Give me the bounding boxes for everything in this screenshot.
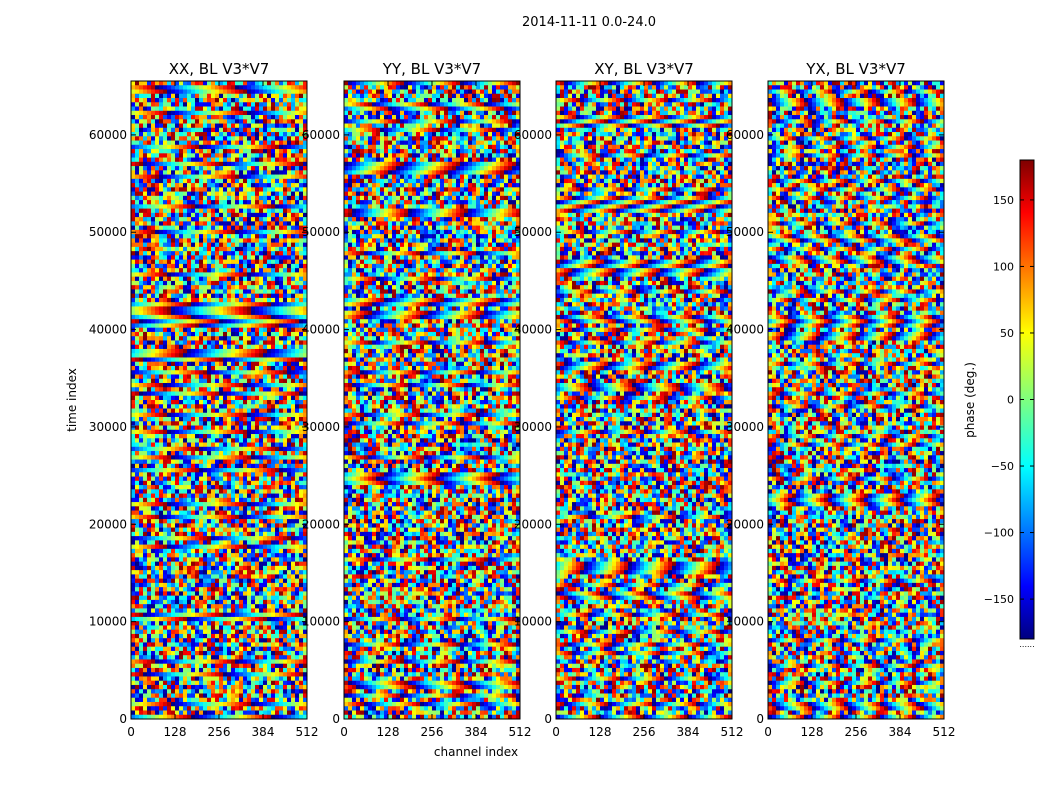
y-tick-label: 20000 <box>89 517 127 531</box>
y-tick-label: 40000 <box>302 323 340 337</box>
x-tick-label: 256 <box>421 725 444 739</box>
x-tick-label: 0 <box>764 725 772 739</box>
colorbar-label: phase (deg.) <box>963 362 977 438</box>
x-tick-label: 384 <box>677 725 700 739</box>
y-tick-label: 50000 <box>514 225 552 239</box>
y-tick-label: 10000 <box>89 615 127 629</box>
y-tick-label: 60000 <box>89 128 127 142</box>
x-tick-label: 384 <box>465 725 488 739</box>
x-tick-label: 512 <box>509 725 532 739</box>
panel-title: YY, BL V3*V7 <box>382 60 481 78</box>
x-tick-label: 256 <box>845 725 868 739</box>
y-tick-label: 60000 <box>726 128 764 142</box>
x-tick-label: 128 <box>801 725 824 739</box>
y-tick-label: 20000 <box>726 517 764 531</box>
colorbar-tick-label: −50 <box>991 460 1014 473</box>
figure-suptitle: 2014-11-11 0.0-24.0 <box>522 15 656 30</box>
panel-3: XY, BL V3*V7 0 128 256 384 512 0 10000 20000 3000… <box>514 60 744 739</box>
panel-2: YY, BL V3*V7 0 128 256 384 512 0 10000 20000 3000… <box>302 60 532 739</box>
x-tick-label: 512 <box>933 725 956 739</box>
x-tick-label: 256 <box>633 725 656 739</box>
y-tick-label: 40000 <box>726 323 764 337</box>
heatmap-texture <box>344 81 521 720</box>
x-tick-label: 0 <box>552 725 560 739</box>
heatmap-texture <box>768 81 945 720</box>
y-tick-label: 50000 <box>726 225 764 239</box>
y-tick-label: 30000 <box>302 420 340 434</box>
colorbar-tick-label: 50 <box>1000 327 1014 340</box>
panel-title: XY, BL V3*V7 <box>594 60 694 78</box>
y-tick-label: 20000 <box>514 517 552 531</box>
panel-title: YX, BL V3*V7 <box>805 60 906 78</box>
x-tick-label: 128 <box>589 725 612 739</box>
y-tick-label: 50000 <box>89 225 127 239</box>
heatmap-texture <box>131 81 308 720</box>
x-axis-label: channel index <box>434 745 518 759</box>
x-tick-label: 384 <box>252 725 275 739</box>
panel-1: XX, BL V3*V7 0 128 256 384 512 0 10000 20000 3000… <box>89 60 319 739</box>
y-tick-label: 10000 <box>514 615 552 629</box>
y-tick-label: 50000 <box>302 225 340 239</box>
y-tick-label: 60000 <box>302 128 340 142</box>
heatmap-texture <box>556 81 733 720</box>
colorbar-extra-label: ...... <box>1019 640 1034 649</box>
y-tick-label: 40000 <box>514 323 552 337</box>
colorbar-tick-label: −100 <box>984 527 1014 540</box>
panel-title: XX, BL V3*V7 <box>169 60 270 78</box>
y-tick-label: 0 <box>332 712 340 726</box>
y-tick-label: 30000 <box>514 420 552 434</box>
x-tick-label: 128 <box>377 725 400 739</box>
x-tick-label: 256 <box>208 725 231 739</box>
y-tick-label: 30000 <box>726 420 764 434</box>
colorbar-tick-label: 0 <box>1007 394 1014 407</box>
x-tick-label: 384 <box>889 725 912 739</box>
x-tick-label: 512 <box>721 725 744 739</box>
x-tick-label: 128 <box>164 725 187 739</box>
y-tick-label: 10000 <box>726 615 764 629</box>
x-tick-label: 0 <box>340 725 348 739</box>
y-tick-label: 20000 <box>302 517 340 531</box>
y-tick-label: 10000 <box>302 615 340 629</box>
x-tick-label: 0 <box>127 725 135 739</box>
y-tick-label: 0 <box>119 712 127 726</box>
y-tick-label: 40000 <box>89 323 127 337</box>
panels: XX, BL V3*V7 0 128 256 384 512 0 10000 20000 3000… <box>89 60 956 739</box>
colorbar-tick-label: 100 <box>993 260 1014 273</box>
panel-4: YX, BL V3*V7 0 128 256 384 512 0 10000 20000 3000… <box>726 60 956 739</box>
y-tick-label: 30000 <box>89 420 127 434</box>
y-axis-label: time index <box>65 368 79 432</box>
y-tick-label: 0 <box>544 712 552 726</box>
x-tick-label: 512 <box>296 725 319 739</box>
y-tick-label: 0 <box>756 712 764 726</box>
colorbar: 150 100 50 0 −50 −100 −150 phase (deg.)...... <box>963 159 1035 649</box>
colorbar-tick-label: 150 <box>993 194 1014 207</box>
y-tick-label: 60000 <box>514 128 552 142</box>
colorbar-tick-label: −150 <box>984 593 1014 606</box>
